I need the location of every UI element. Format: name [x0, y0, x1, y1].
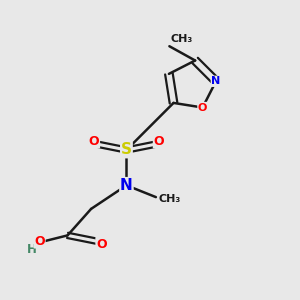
Text: S: S: [121, 142, 132, 158]
Text: O: O: [96, 238, 107, 251]
Text: O: O: [154, 135, 164, 148]
Text: CH₃: CH₃: [159, 194, 181, 204]
Text: O: O: [198, 103, 207, 112]
Text: H: H: [27, 243, 37, 256]
Text: N: N: [211, 76, 220, 86]
Text: O: O: [34, 235, 45, 248]
Text: O: O: [89, 135, 99, 148]
Text: N: N: [120, 178, 133, 193]
Text: CH₃: CH₃: [171, 34, 193, 44]
